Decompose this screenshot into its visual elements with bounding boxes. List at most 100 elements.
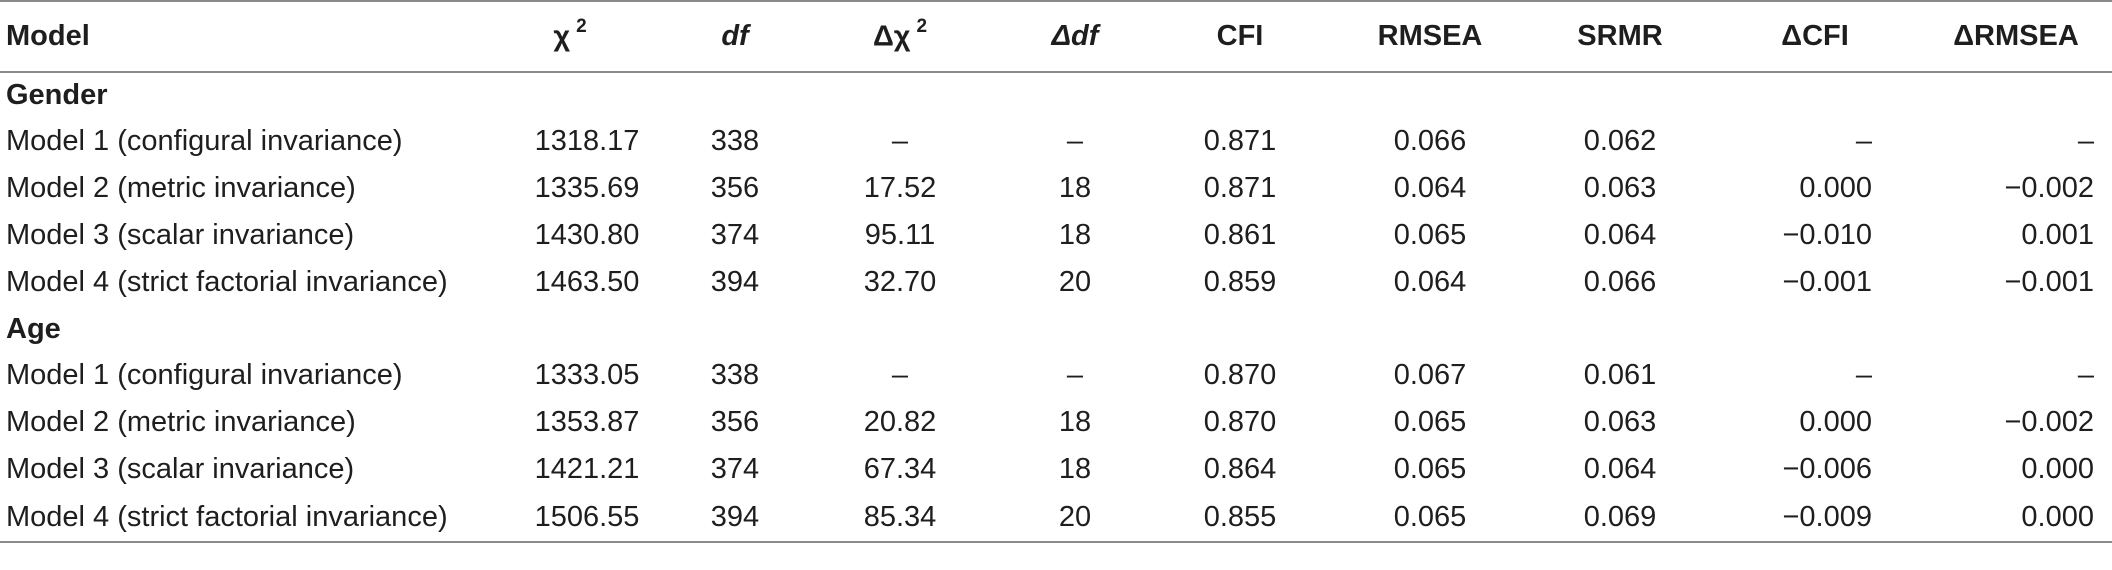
cell-chi2: 1463.50 bbox=[534, 266, 640, 298]
cell-delta-cfi: −0.001 bbox=[1782, 266, 1872, 298]
table-row: Model 2 (metric invariance) 1353.87 356 … bbox=[0, 399, 2112, 446]
cell-rmsea: 0.065 bbox=[1393, 453, 1467, 485]
cell-model: Model 2 (metric invariance) bbox=[6, 406, 356, 438]
table-row: Model 3 (scalar invariance) 1421.21 374 … bbox=[0, 446, 2112, 493]
cell-model: Model 2 (metric invariance) bbox=[6, 172, 356, 204]
cell-rmsea: 0.065 bbox=[1393, 406, 1467, 438]
cell-srmr: 0.066 bbox=[1583, 266, 1657, 298]
cell-df: 356 bbox=[710, 172, 760, 204]
cell-rmsea: 0.067 bbox=[1393, 359, 1467, 391]
cell-chi2: 1333.05 bbox=[534, 359, 640, 391]
cell-cfi: 0.871 bbox=[1203, 172, 1277, 204]
cell-df: 394 bbox=[710, 266, 760, 298]
cell-delta-rmsea: – bbox=[2077, 125, 2094, 157]
cell-delta-chi2: 17.52 bbox=[863, 172, 937, 204]
cell-chi2: 1318.17 bbox=[534, 125, 640, 157]
cell-model: Model 3 (scalar invariance) bbox=[6, 453, 355, 485]
cell-cfi: 0.859 bbox=[1203, 266, 1277, 298]
cell-chi2: 1353.87 bbox=[534, 406, 640, 438]
header-model: Model bbox=[0, 0, 470, 73]
cell-df: 374 bbox=[710, 219, 760, 251]
cell-rmsea: 0.064 bbox=[1393, 172, 1467, 204]
cell-delta-chi2: 95.11 bbox=[864, 219, 936, 251]
cell-srmr: 0.063 bbox=[1583, 172, 1657, 204]
cell-delta-df: 20 bbox=[1000, 493, 1150, 543]
header-chi2-symbol: χ bbox=[553, 20, 571, 53]
cell-delta-df: – bbox=[1066, 359, 1084, 391]
cell-srmr: 0.064 bbox=[1583, 219, 1657, 251]
header-chi2-superscript: 2 bbox=[576, 16, 587, 38]
cell-delta-rmsea: −0.001 bbox=[2004, 266, 2094, 298]
cell-chi2: 1506.55 bbox=[470, 493, 670, 543]
header-cfi: CFI bbox=[1150, 0, 1330, 73]
cell-delta-rmsea: −0.002 bbox=[2004, 406, 2094, 438]
cell-delta-rmsea: 0.000 bbox=[1920, 493, 2112, 543]
cell-model: Model 4 (strict factorial invariance) bbox=[6, 266, 448, 298]
cell-srmr: 0.061 bbox=[1583, 359, 1657, 391]
cell-chi2: 1421.21 bbox=[534, 453, 640, 485]
cell-cfi: 0.855 bbox=[1150, 493, 1330, 543]
cell-delta-cfi: −0.006 bbox=[1782, 453, 1872, 485]
cell-cfi: 0.870 bbox=[1203, 359, 1277, 391]
cell-cfi: 0.864 bbox=[1203, 453, 1277, 485]
group-label: Age bbox=[6, 312, 61, 345]
cell-delta-df: 18 bbox=[1058, 453, 1092, 485]
cell-delta-cfi: – bbox=[1855, 359, 1872, 391]
cell-chi2: 1430.80 bbox=[534, 219, 640, 251]
cell-delta-cfi: 0.000 bbox=[1799, 406, 1872, 438]
cell-delta-chi2: 67.34 bbox=[863, 453, 937, 485]
table-row: Model 1 (configural invariance) 1333.05 … bbox=[0, 352, 2112, 399]
cell-delta-df: 18 bbox=[1058, 219, 1092, 251]
header-delta-cfi: ΔCFI bbox=[1710, 0, 1920, 73]
cell-model: Model 4 (strict factorial invariance) bbox=[0, 493, 470, 543]
group-row-age: Age bbox=[0, 306, 2112, 352]
cell-delta-rmsea: 0.001 bbox=[2021, 219, 2094, 251]
cell-delta-cfi: −0.010 bbox=[1782, 219, 1872, 251]
group-row-gender: Gender bbox=[0, 72, 2112, 118]
cell-delta-cfi: 0.000 bbox=[1799, 172, 1872, 204]
cell-delta-chi2: – bbox=[891, 125, 909, 157]
cell-cfi: 0.871 bbox=[1203, 125, 1277, 157]
cell-srmr: 0.062 bbox=[1583, 125, 1657, 157]
cell-df: 394 bbox=[670, 493, 800, 543]
cell-df: 338 bbox=[710, 359, 760, 391]
cell-delta-chi2: – bbox=[891, 359, 909, 391]
cell-chi2: 1335.69 bbox=[534, 172, 640, 204]
cell-delta-rmsea: – bbox=[2077, 359, 2094, 391]
cell-df: 338 bbox=[710, 125, 760, 157]
cell-model: Model 1 (configural invariance) bbox=[6, 359, 403, 391]
cell-srmr: 0.069 bbox=[1530, 493, 1710, 543]
cell-model: Model 3 (scalar invariance) bbox=[6, 219, 355, 251]
table-row: Model 4 (strict factorial invariance) 15… bbox=[0, 493, 2112, 543]
header-srmr: SRMR bbox=[1530, 0, 1710, 73]
cell-df: 356 bbox=[710, 406, 760, 438]
cell-srmr: 0.063 bbox=[1583, 406, 1657, 438]
header-delta-rmsea: ΔRMSEA bbox=[1920, 0, 2112, 73]
header-delta-chi2-superscript: 2 bbox=[916, 16, 928, 38]
cell-rmsea: 0.066 bbox=[1393, 125, 1467, 157]
cell-cfi: 0.870 bbox=[1203, 406, 1277, 438]
cell-srmr: 0.064 bbox=[1583, 453, 1657, 485]
cell-delta-df: 18 bbox=[1058, 406, 1092, 438]
cell-delta-cfi: – bbox=[1855, 125, 1872, 157]
cell-rmsea: 0.065 bbox=[1393, 219, 1467, 251]
header-delta-chi2-symbol: Δχ bbox=[872, 20, 911, 53]
cell-delta-df: 18 bbox=[1058, 172, 1092, 204]
cell-delta-df: – bbox=[1066, 125, 1084, 157]
header-delta-df: Δdf bbox=[1000, 0, 1150, 73]
cell-rmsea: 0.064 bbox=[1393, 266, 1467, 298]
group-label: Gender bbox=[6, 79, 108, 111]
cell-delta-rmsea: 0.000 bbox=[2021, 453, 2094, 485]
header-delta-chi2: Δχ 2 bbox=[800, 0, 1000, 73]
cell-model: Model 1 (configural invariance) bbox=[6, 125, 403, 157]
table-row: Model 3 (scalar invariance) 1430.80 374 … bbox=[0, 212, 2112, 259]
table-row: Model 1 (configural invariance) 1318.17 … bbox=[0, 118, 2112, 165]
cell-delta-chi2: 20.82 bbox=[863, 406, 937, 438]
cell-delta-rmsea: −0.002 bbox=[2004, 172, 2094, 204]
cell-df: 374 bbox=[710, 453, 760, 485]
cell-delta-chi2: 32.70 bbox=[863, 266, 937, 298]
header-rmsea: RMSEA bbox=[1330, 0, 1530, 73]
